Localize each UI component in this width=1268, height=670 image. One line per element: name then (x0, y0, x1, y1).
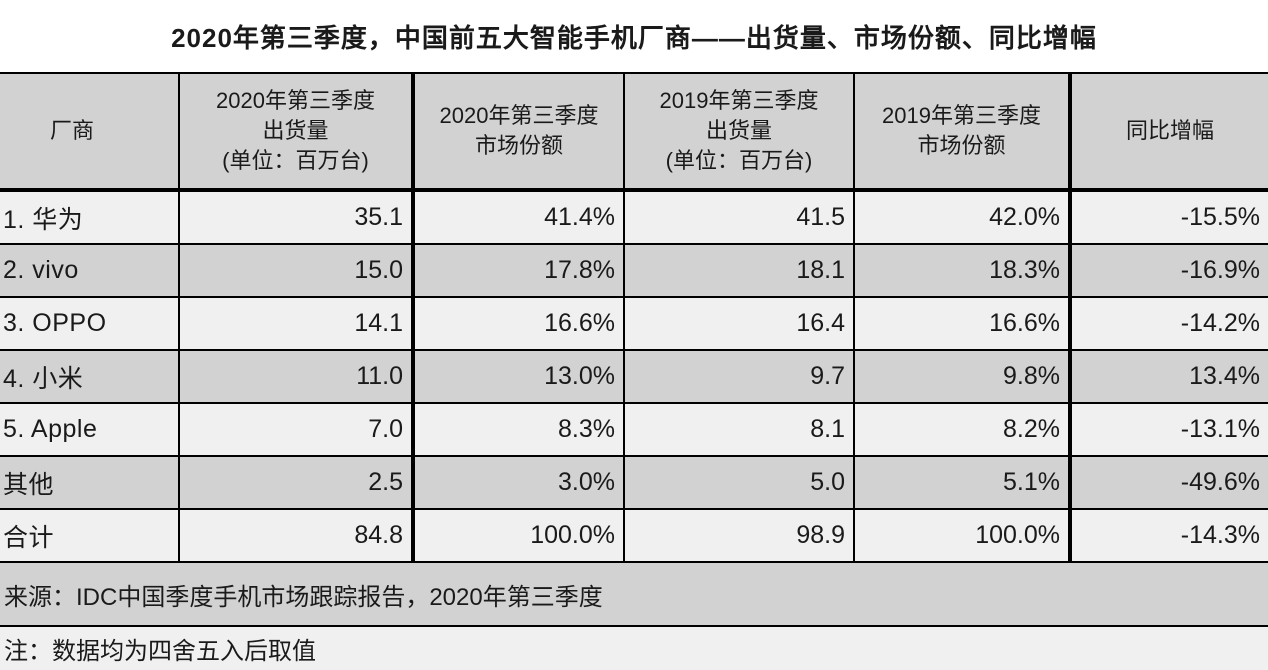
cell-2019-shipments: 98.9 (625, 510, 855, 561)
cell-vendor: 3. OPPO (0, 298, 180, 349)
header-line: 2020年第三季度 (216, 88, 375, 113)
cell-vendor: 合计 (0, 510, 180, 561)
cell-2020-share: 13.0% (415, 351, 625, 402)
cell-2019-shipments: 8.1 (625, 404, 855, 455)
header-line: (单位：百万台) (222, 148, 369, 173)
table-row-huawei: 1. 华为 35.1 41.4% 41.5 42.0% -15.5% (0, 192, 1268, 245)
table-row-apple: 5. Apple 7.0 8.3% 8.1 8.2% -13.1% (0, 404, 1268, 457)
table-row-vivo: 2. vivo 15.0 17.8% 18.1 18.3% -16.9% (0, 245, 1268, 298)
cell-2019-shipments: 16.4 (625, 298, 855, 349)
col-header-vendor: 厂商 (0, 74, 180, 188)
cell-2020-share: 17.8% (415, 245, 625, 296)
figure-title: 2020年第三季度，中国前五大智能手机厂商——出货量、市场份额、同比增幅 (171, 22, 1097, 53)
header-line: (单位：百万台) (665, 148, 813, 173)
header-line: 市场份额 (474, 133, 563, 158)
table-row-xiaomi: 4. 小米 11.0 13.0% 9.7 9.8% 13.4% (0, 351, 1268, 404)
col-header-vendor-label: 厂商 (49, 118, 94, 143)
col-header-yoy-growth: 同比增幅 (1072, 74, 1268, 188)
cell-2019-share: 8.2% (855, 404, 1072, 455)
cell-yoy-growth: -14.2% (1180, 309, 1260, 337)
cell-yoy-growth: -14.3% (1180, 521, 1260, 549)
cell-2019-shipments: 41.5 (625, 192, 855, 243)
header-line: 出货量 (705, 118, 772, 143)
source-text: 来源：IDC中国季度手机市场跟踪报告，2020年第三季度 (4, 583, 603, 611)
cell-vendor: 1. 华为 (0, 192, 180, 243)
cell-2020-share: 3.0% (415, 457, 625, 508)
table-source-row: 来源：IDC中国季度手机市场跟踪报告，2020年第三季度 (0, 563, 1268, 627)
cell-2020-share: 100.0% (415, 510, 625, 561)
header-line: 2020年第三季度 (439, 103, 599, 128)
col-header-2019-shipments: 2019年第三季度 出货量 (单位：百万台) (625, 74, 855, 188)
cell-vendor: 其他 (0, 457, 180, 508)
cell-yoy-growth: -15.5% (1180, 203, 1260, 231)
table-row-total: 合计 84.8 100.0% 98.9 100.0% -14.3% (0, 510, 1268, 563)
cell-vendor: 5. Apple (0, 404, 180, 455)
cell-2019-shipments: 18.1 (625, 245, 855, 296)
cell-yoy-growth: -16.9% (1180, 256, 1260, 284)
cell-2019-share: 5.1% (855, 457, 1072, 508)
cell-vendor: 4. 小米 (0, 351, 180, 402)
cell-2020-shipments: 14.1 (180, 298, 415, 349)
cell-yoy-growth: 13.4% (1189, 362, 1260, 390)
cell-2019-shipments: 5.0 (625, 457, 855, 508)
cell-yoy-growth: -13.1% (1180, 415, 1260, 443)
col-header-2019-share: 2019年第三季度 市场份额 (855, 74, 1072, 188)
header-line: 同比增幅 (1125, 118, 1214, 143)
table-header-row: 厂商 2020年第三季度 出货量 (单位：百万台) 2020年第三季度 市场份额… (0, 74, 1268, 192)
cell-2019-shipments: 9.7 (625, 351, 855, 402)
cell-2020-shipments: 84.8 (180, 510, 415, 561)
table-row-oppo: 3. OPPO 14.1 16.6% 16.4 16.6% -14.2% (0, 298, 1268, 351)
cell-2020-shipments: 7.0 (180, 404, 415, 455)
cell-2020-shipments: 11.0 (180, 351, 415, 402)
cell-2020-share: 41.4% (415, 192, 625, 243)
cell-yoy-growth: -49.6% (1180, 468, 1260, 496)
cell-2019-share: 9.8% (855, 351, 1072, 402)
cell-2020-shipments: 15.0 (180, 245, 415, 296)
header-line: 2019年第三季度 (882, 103, 1041, 128)
cell-2020-shipments: 35.1 (180, 192, 415, 243)
header-line: 2019年第三季度 (659, 88, 819, 113)
cell-2019-share: 18.3% (855, 245, 1072, 296)
cell-2020-share: 16.6% (415, 298, 625, 349)
table-row-others: 其他 2.5 3.0% 5.0 5.1% -49.6% (0, 457, 1268, 510)
header-line: 出货量 (262, 118, 329, 143)
cell-2019-share: 100.0% (855, 510, 1072, 561)
header-line: 市场份额 (917, 133, 1006, 158)
col-header-2020-shipments: 2020年第三季度 出货量 (单位：百万台) (180, 74, 415, 188)
table-note-row: 注：数据均为四舍五入后取值 (0, 627, 1268, 670)
cell-2019-share: 16.6% (855, 298, 1072, 349)
cell-2019-share: 42.0% (855, 192, 1072, 243)
cell-vendor: 2. vivo (0, 245, 180, 296)
cell-2020-share: 8.3% (415, 404, 625, 455)
col-header-2020-share: 2020年第三季度 市场份额 (415, 74, 625, 188)
cell-2020-shipments: 2.5 (180, 457, 415, 508)
data-table: 厂商 2020年第三季度 出货量 (单位：百万台) 2020年第三季度 市场份额… (0, 72, 1268, 670)
note-text: 注：数据均为四舍五入后取值 (4, 638, 316, 665)
